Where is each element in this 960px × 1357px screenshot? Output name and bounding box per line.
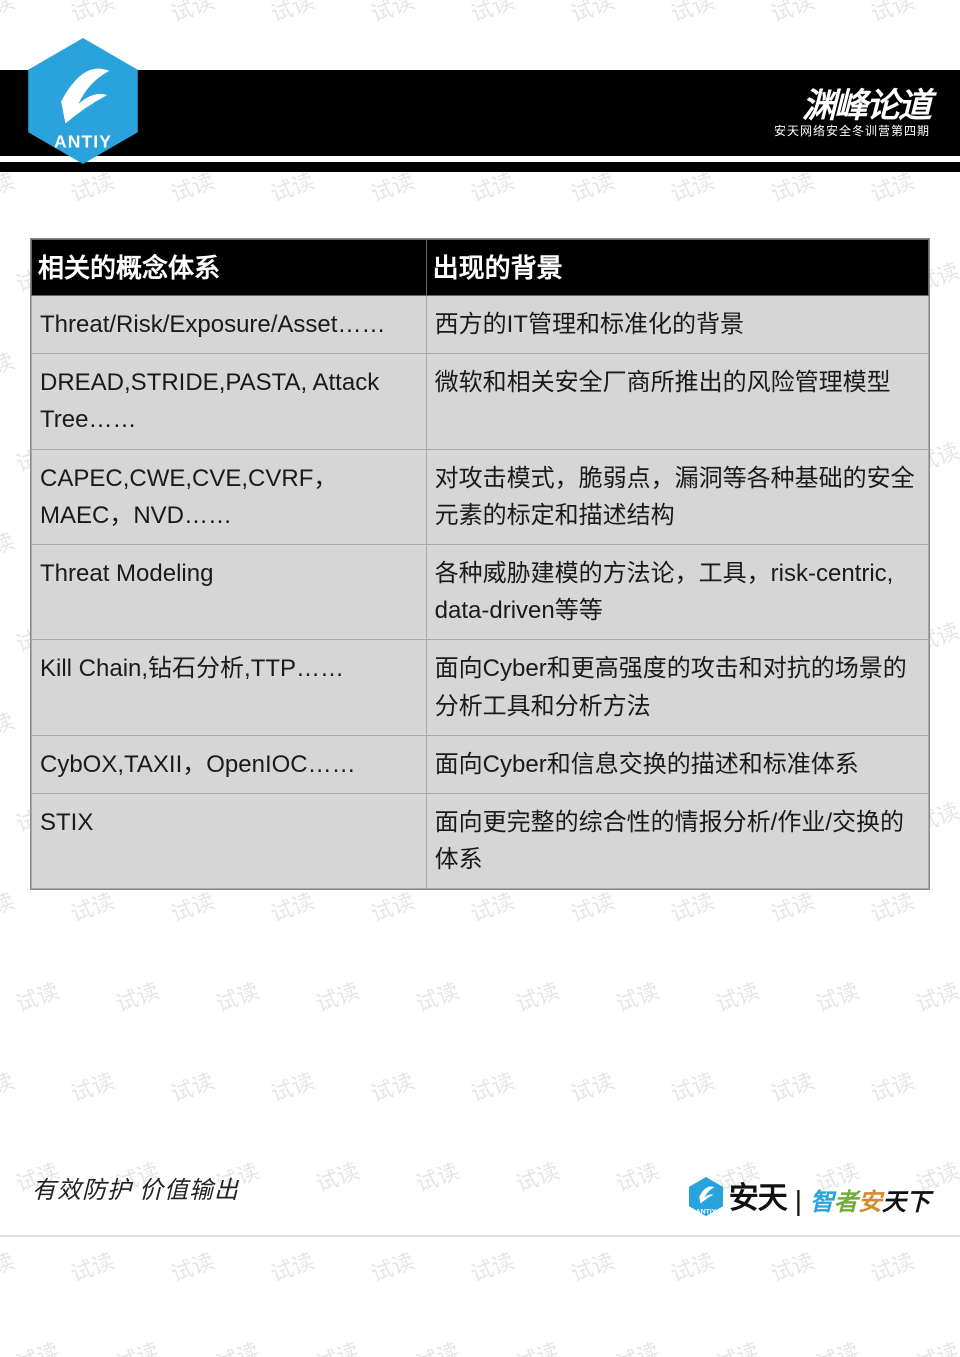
footer-rule xyxy=(0,1235,960,1237)
table-cell: 对攻击模式，脆弱点，漏洞等各种基础的安全元素的标定和描述结构 xyxy=(426,449,928,544)
watermark-text: 试读 xyxy=(666,1063,718,1108)
watermark-text: 试读 xyxy=(0,1063,18,1108)
table-header-cell: 出现的背景 xyxy=(426,240,928,296)
svg-text:ANTIY: ANTIY xyxy=(696,1209,717,1216)
table-row: DREAD,STRIDE,PASTA, Attack Tree……微软和相关安全… xyxy=(32,354,929,449)
table-cell: 面向Cyber和更高强度的攻击和对抗的场景的分析工具和分析方法 xyxy=(426,640,928,735)
watermark-text: 试读 xyxy=(711,1333,763,1357)
watermark-text: 试读 xyxy=(0,523,18,568)
watermark-text: 试读 xyxy=(866,0,918,29)
watermark-text: 试读 xyxy=(66,1063,118,1108)
watermark-text: 试读 xyxy=(166,0,218,29)
watermark-text: 试读 xyxy=(366,0,418,29)
watermark-text: 试读 xyxy=(611,1333,663,1357)
watermark-text: 试读 xyxy=(511,1333,563,1357)
watermark-text: 试读 xyxy=(66,0,118,29)
watermark-text: 试读 xyxy=(0,703,18,748)
watermark-text: 试读 xyxy=(66,1243,118,1288)
watermark-text: 试读 xyxy=(266,1243,318,1288)
watermark-text: 试读 xyxy=(266,1063,318,1108)
watermark-text: 试读 xyxy=(266,0,318,29)
footer-brand-tagline: 智者安天下 xyxy=(810,1182,930,1217)
watermark-text: 试读 xyxy=(866,1063,918,1108)
watermark-text: 试读 xyxy=(166,1243,218,1288)
watermark-text: 试读 xyxy=(766,1243,818,1288)
watermark-text: 试读 xyxy=(611,973,663,1018)
watermark-text: 试读 xyxy=(566,1063,618,1108)
watermark-text: 试读 xyxy=(0,0,18,29)
table-row: Threat/Risk/Exposure/Asset……西方的IT管理和标准化的… xyxy=(32,296,929,354)
watermark-text: 试读 xyxy=(211,1333,263,1357)
table-row: CAPEC,CWE,CVE,CVRF，MAEC，NVD……对攻击模式，脆弱点，漏… xyxy=(32,449,929,544)
table-row: Threat Modeling各种威胁建模的方法论，工具，risk-centri… xyxy=(32,544,929,639)
footer-brand-separator: | xyxy=(795,1185,802,1217)
table-cell: 微软和相关安全厂商所推出的风险管理模型 xyxy=(426,354,928,449)
table-row: STIX面向更完整的综合性的情报分析/作业/交换的体系 xyxy=(32,793,929,888)
table-header-row: 相关的概念体系 出现的背景 xyxy=(32,240,929,296)
antiy-mini-logo-icon: ANTIY xyxy=(689,1177,723,1217)
antiy-logo-icon: ANTIY xyxy=(28,38,138,164)
watermark-text: 试读 xyxy=(166,1063,218,1108)
header-calligraphy-title: 渊峰论道 xyxy=(802,78,930,127)
table-cell: Kill Chain,钻石分析,TTP…… xyxy=(32,640,427,735)
table-cell: DREAD,STRIDE,PASTA, Attack Tree…… xyxy=(32,354,427,449)
watermark-text: 试读 xyxy=(11,973,63,1018)
watermark-text: 试读 xyxy=(211,973,263,1018)
watermark-text: 试读 xyxy=(666,1243,718,1288)
watermark-text: 试读 xyxy=(611,1153,663,1198)
watermark-text: 试读 xyxy=(366,1243,418,1288)
watermark-text: 试读 xyxy=(811,1333,863,1357)
table-row: CybOX,TAXII，OpenIOC……面向Cyber和信息交换的描述和标准体… xyxy=(32,735,929,793)
watermark-text: 试读 xyxy=(866,1243,918,1288)
watermark-text: 试读 xyxy=(411,973,463,1018)
watermark-text: 试读 xyxy=(666,0,718,29)
watermark-text: 试读 xyxy=(511,973,563,1018)
watermark-text: 试读 xyxy=(766,0,818,29)
table-cell: STIX xyxy=(32,793,427,888)
table-row: Kill Chain,钻石分析,TTP……面向Cyber和更高强度的攻击和对抗的… xyxy=(32,640,929,735)
watermark-text: 试读 xyxy=(811,973,863,1018)
watermark-text: 试读 xyxy=(911,973,960,1018)
table-cell: Threat Modeling xyxy=(32,544,427,639)
concepts-table: 相关的概念体系 出现的背景 Threat/Risk/Exposure/Asset… xyxy=(30,238,930,890)
header-thin-bar xyxy=(0,162,960,172)
watermark-text: 试读 xyxy=(0,883,18,928)
table-cell: CAPEC,CWE,CVE,CVRF，MAEC，NVD…… xyxy=(32,449,427,544)
watermark-text: 试读 xyxy=(311,1333,363,1357)
table-header-cell: 相关的概念体系 xyxy=(32,240,427,296)
watermark-text: 试读 xyxy=(566,0,618,29)
watermark-text: 试读 xyxy=(0,343,18,388)
table-cell: 面向更完整的综合性的情报分析/作业/交换的体系 xyxy=(426,793,928,888)
table-cell: 面向Cyber和信息交换的描述和标准体系 xyxy=(426,735,928,793)
watermark-text: 试读 xyxy=(311,1153,363,1198)
watermark-text: 试读 xyxy=(311,973,363,1018)
watermark-text: 试读 xyxy=(411,1333,463,1357)
watermark-text: 试读 xyxy=(566,1243,618,1288)
slide-page: 试读试读试读试读试读试读试读试读试读试读试读试读试读试读试读试读试读试读试读试读… xyxy=(0,0,960,1357)
watermark-text: 试读 xyxy=(111,1333,163,1357)
watermark-text: 试读 xyxy=(766,1063,818,1108)
table-cell: Threat/Risk/Exposure/Asset…… xyxy=(32,296,427,354)
footer-brand: ANTIY 安天 | 智者安天下 xyxy=(689,1173,930,1217)
watermark-text: 试读 xyxy=(466,1243,518,1288)
watermark-text: 试读 xyxy=(111,973,163,1018)
watermark-text: 试读 xyxy=(0,1243,18,1288)
table-cell: 各种威胁建模的方法论，工具，risk-centric, data-driven等… xyxy=(426,544,928,639)
watermark-text: 试读 xyxy=(466,1063,518,1108)
watermark-text: 试读 xyxy=(11,1333,63,1357)
header-subcaption: 安天网络安全冬训营第四期 xyxy=(774,122,930,139)
footer-slogan: 有效防护 价值输出 xyxy=(32,1170,239,1205)
watermark-text: 试读 xyxy=(411,1153,463,1198)
table-cell: CybOX,TAXII，OpenIOC…… xyxy=(32,735,427,793)
watermark-text: 试读 xyxy=(911,1333,960,1357)
table-cell: 西方的IT管理和标准化的背景 xyxy=(426,296,928,354)
watermark-text: 试读 xyxy=(366,1063,418,1108)
footer-brand-cn: 安天 xyxy=(729,1173,787,1217)
watermark-text: 试读 xyxy=(466,0,518,29)
watermark-text: 试读 xyxy=(511,1153,563,1198)
watermark-text: 试读 xyxy=(711,973,763,1018)
logo-brand-text: ANTIY xyxy=(54,132,112,152)
